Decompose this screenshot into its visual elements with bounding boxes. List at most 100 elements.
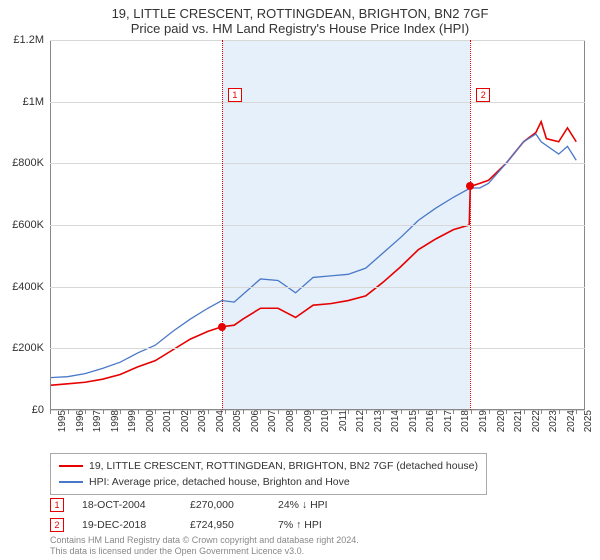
chart-x-tick [453, 410, 454, 414]
transaction-price: £724,950 [190, 515, 260, 535]
chart-y-tick-label: £0 [32, 404, 50, 416]
chart-x-tick [559, 410, 560, 414]
chart-x-tick-label: 2007 [263, 410, 278, 432]
chart-marker-label: 2 [476, 88, 490, 102]
chart-x-tick [103, 410, 104, 414]
legend-label-hpi: HPI: Average price, detached house, Brig… [89, 474, 350, 490]
transaction-date: 18-OCT-2004 [82, 495, 172, 515]
footer-attribution: Contains HM Land Registry data © Crown c… [50, 535, 359, 557]
chart-x-tick-label: 2001 [158, 410, 173, 432]
chart-x-tick [278, 410, 279, 414]
footer-line-2: This data is licensed under the Open Gov… [50, 546, 359, 557]
chart-x-tick [506, 410, 507, 414]
chart-x-tick [524, 410, 525, 414]
chart-x-tick [541, 410, 542, 414]
chart-x-tick-label: 2012 [351, 410, 366, 432]
chart-x-tick-label: 2002 [176, 410, 191, 432]
chart-x-tick [138, 410, 139, 414]
chart-y-tick-label: £400K [12, 281, 50, 293]
chart-x-tick-label: 2024 [562, 410, 577, 432]
chart-x-tick [418, 410, 419, 414]
chart-x-tick-label: 2018 [456, 410, 471, 432]
chart-x-tick [576, 410, 577, 414]
chart-x-tick [155, 410, 156, 414]
chart-x-tick-label: 2005 [228, 410, 243, 432]
chart-x-tick-label: 1995 [53, 410, 68, 432]
chart-x-tick [436, 410, 437, 414]
chart-x-tick [120, 410, 121, 414]
chart-x-tick-label: 2015 [404, 410, 419, 432]
transaction-table: 1 18-OCT-2004 £270,000 24% ↓ HPI 2 19-DE… [50, 495, 328, 535]
chart-x-tick [190, 410, 191, 414]
chart-gridline-y [50, 348, 585, 349]
chart-x-tick [331, 410, 332, 414]
chart-x-tick [68, 410, 69, 414]
chart-x-tick-label: 2016 [421, 410, 436, 432]
chart-series-hpi [50, 134, 576, 378]
transaction-marker-icon: 1 [50, 498, 64, 512]
chart-x-tick-label: 2009 [299, 410, 314, 432]
chart-x-tick [313, 410, 314, 414]
transaction-row: 1 18-OCT-2004 £270,000 24% ↓ HPI [50, 495, 328, 515]
chart-gridline-y [50, 225, 585, 226]
chart-y-tick-label: £1M [23, 96, 50, 108]
chart-x-tick-label: 2000 [141, 410, 156, 432]
chart-x-tick-label: 2017 [439, 410, 454, 432]
chart-x-tick [383, 410, 384, 414]
footer-line-1: Contains HM Land Registry data © Crown c… [50, 535, 359, 546]
chart-x-tick [260, 410, 261, 414]
chart-x-tick-label: 1996 [71, 410, 86, 432]
chart-title: 19, LITTLE CRESCENT, ROTTINGDEAN, BRIGHT… [0, 0, 600, 21]
legend-label-price-paid: 19, LITTLE CRESCENT, ROTTINGDEAN, BRIGHT… [89, 458, 478, 474]
chart-x-tick [208, 410, 209, 414]
chart-x-tick-label: 2019 [474, 410, 489, 432]
chart-gridline-y [50, 163, 585, 164]
chart-y-tick-label: £200K [12, 342, 50, 354]
transaction-delta: 24% ↓ HPI [278, 495, 328, 515]
chart-x-tick-label: 2025 [579, 410, 594, 432]
chart-x-tick [85, 410, 86, 414]
chart-x-tick-label: 2010 [316, 410, 331, 432]
chart-x-tick [401, 410, 402, 414]
chart-y-tick-label: £800K [12, 157, 50, 169]
chart-x-tick-label: 2021 [509, 410, 524, 432]
chart-x-tick-label: 1999 [123, 410, 138, 432]
transaction-row: 2 19-DEC-2018 £724,950 7% ↑ HPI [50, 515, 328, 535]
chart-vertical-marker-line [222, 40, 223, 410]
chart-vertical-marker-line [470, 40, 471, 410]
chart-gridline-y [50, 102, 585, 103]
chart-x-tick-label: 1997 [88, 410, 103, 432]
legend-swatch-hpi [59, 481, 83, 483]
chart-marker-dot [218, 323, 226, 331]
chart-x-tick-label: 2004 [211, 410, 226, 432]
chart-x-tick-label: 2014 [386, 410, 401, 432]
legend-swatch-price-paid [59, 465, 83, 467]
chart-x-tick [173, 410, 174, 414]
chart-gridline-y [50, 287, 585, 288]
transaction-date: 19-DEC-2018 [82, 515, 172, 535]
chart-x-tick-label: 2013 [369, 410, 384, 432]
chart-x-tick [366, 410, 367, 414]
chart-series-price_paid [50, 122, 576, 386]
chart-y-tick-label: £600K [12, 219, 50, 231]
chart-gridline-y [50, 40, 585, 41]
transaction-marker-icon: 2 [50, 518, 64, 532]
chart-x-tick-label: 2023 [544, 410, 559, 432]
legend-item-price-paid: 19, LITTLE CRESCENT, ROTTINGDEAN, BRIGHT… [59, 458, 478, 474]
chart-x-tick [243, 410, 244, 414]
chart-x-tick-label: 2006 [246, 410, 261, 432]
chart-legend: 19, LITTLE CRESCENT, ROTTINGDEAN, BRIGHT… [50, 453, 487, 495]
chart-x-tick [489, 410, 490, 414]
chart-x-tick-label: 2020 [492, 410, 507, 432]
chart-plot-area: £0£200K£400K£600K£800K£1M£1.2M1995199619… [50, 40, 585, 410]
chart-marker-label: 1 [228, 88, 242, 102]
transaction-delta: 7% ↑ HPI [278, 515, 322, 535]
chart-x-tick-label: 2022 [527, 410, 542, 432]
chart-x-tick-label: 2011 [334, 410, 349, 432]
chart-x-tick [348, 410, 349, 414]
chart-subtitle: Price paid vs. HM Land Registry's House … [0, 21, 600, 40]
chart-x-tick [471, 410, 472, 414]
chart-x-tick [225, 410, 226, 414]
chart-x-tick [50, 410, 51, 414]
legend-item-hpi: HPI: Average price, detached house, Brig… [59, 474, 478, 490]
